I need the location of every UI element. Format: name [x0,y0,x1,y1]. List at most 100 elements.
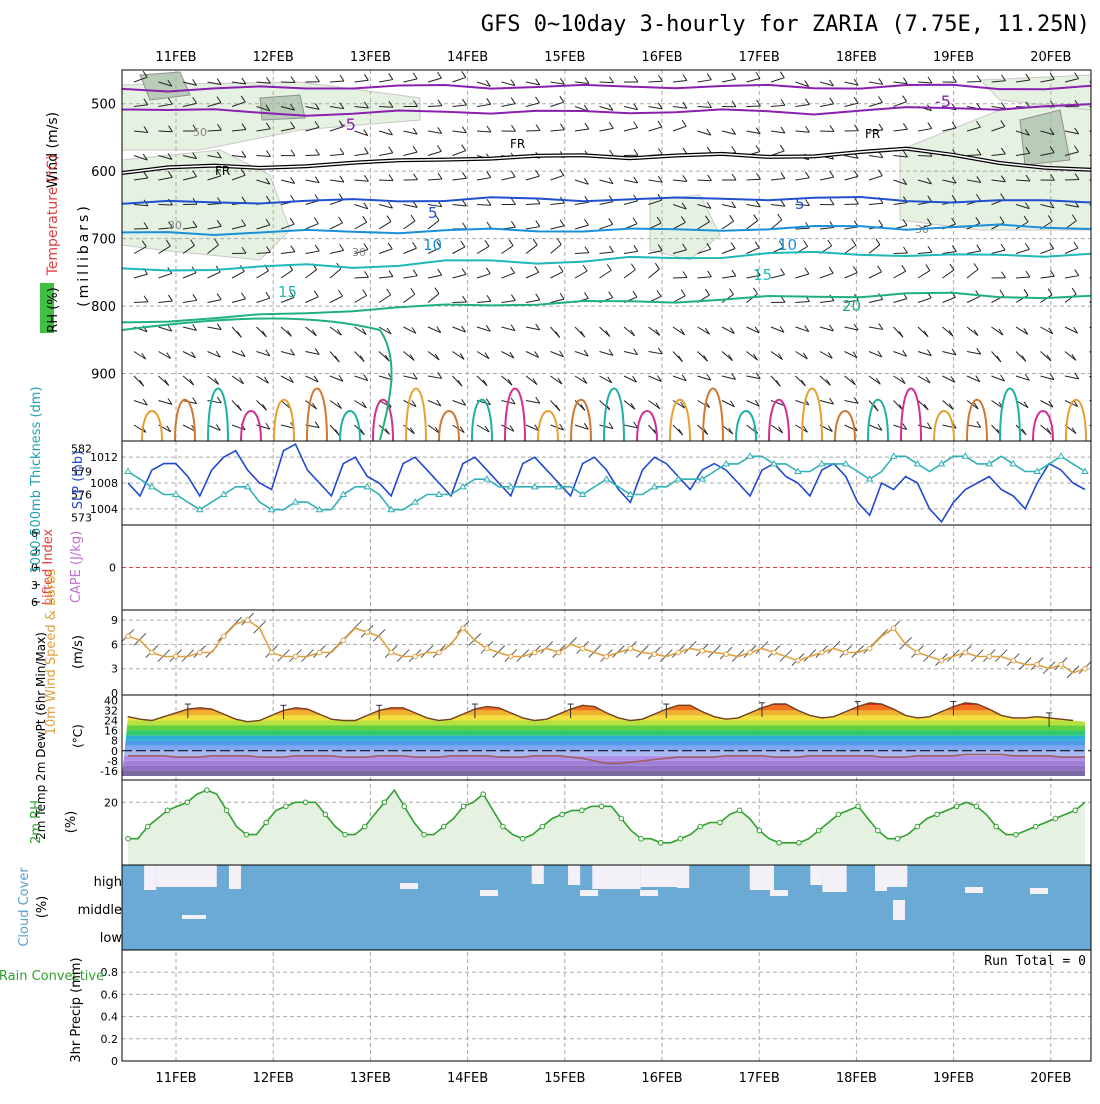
temp-band [122,771,1085,776]
date-label-bottom: 13FEB [350,1071,391,1086]
wind-speed-line-marker [293,654,298,659]
cloud-high-clear [822,865,846,892]
slp-right-tick: 1012 [90,451,118,464]
date-label-top: 12FEB [253,50,294,65]
rh-line-marker [520,836,525,841]
temp-band [122,726,1085,731]
label-minus5-lower: -5 [340,115,356,134]
temp-band [122,699,1085,705]
cloud-high-clear [144,865,156,890]
rh-line-marker [145,824,150,829]
rh-line-marker [915,824,920,829]
rh-line-marker [461,804,466,809]
cape-ylabel-right: CAPE (J/kg) [69,531,84,603]
label-ten-1: 10 [423,236,442,254]
wind-speed-line-marker [987,654,992,659]
wind-speed-line-marker [317,650,322,655]
label-twenty: 20 [842,297,861,315]
label-fifteen-2: 15 [753,266,772,284]
date-label-top: 15FEB [544,50,585,65]
label-rh30-3: 30 [915,223,929,236]
label-fr-3: FR [865,127,880,141]
cloud-high-clear [480,890,498,896]
wind-speed-line-marker [365,630,370,635]
wind-speed-line-marker [221,634,226,639]
wind-speed-line-marker [652,652,657,657]
rh-line-marker [599,804,604,809]
cloud-high-clear [156,865,217,887]
wind-speed-line-marker [1059,662,1064,667]
wind-speed-line-marker [389,650,394,655]
wind-speed-line-marker [676,650,681,655]
wind-speed-line-marker [843,650,848,655]
wind-speed-line-marker [867,646,872,651]
rh-line-marker [1073,808,1078,813]
wind-speed-line-marker [197,650,202,655]
date-label-bottom: 15FEB [544,1071,585,1086]
cloud-level-middle: middle [78,903,122,918]
wind-speed-line-marker [556,650,561,655]
temp-band [122,731,1085,736]
rh-area [128,790,1085,865]
rh-line-marker [362,824,367,829]
rh-tick: 20 [104,796,118,809]
rh-line-marker [224,808,229,813]
rh-line-marker [264,820,269,825]
wind-speed-line-marker [509,654,514,659]
wind-barb [995,650,1007,662]
rh-line-marker [737,808,742,813]
date-label-bottom: 14FEB [447,1071,488,1086]
cloud-high-clear [640,890,658,896]
upper-ytick: 700 [91,233,116,248]
wind-barb [254,621,266,633]
rh-line-marker [323,812,328,817]
rh-line-marker [678,836,683,841]
wind-speed-line-marker [891,626,896,631]
rh-line-marker [402,804,407,809]
thickness-line-marker [125,469,131,474]
cloud-ylabel-right: (%) [35,896,50,919]
temp-ylabel-right: (°C) [71,724,85,748]
date-label-top: 18FEB [836,50,877,65]
date-label-bottom: 12FEB [253,1071,294,1086]
label-five-1: 5 [428,204,438,222]
wind-speed-line [128,620,1085,673]
cape-right-tick: 0 [109,562,116,575]
rh-line-marker [501,824,506,829]
precip-ylabel-left: Total / Rain Convective [0,969,104,984]
temp-band [122,746,1085,751]
wind-speed-line-marker [628,646,633,651]
precip-tick: 0.6 [101,988,119,1001]
wind-speed-line-marker [532,650,537,655]
rh-line-marker [639,836,644,841]
date-label-bottom: 18FEB [836,1071,877,1086]
cloud-high-clear [677,865,689,888]
cloud-level-high: high [94,875,122,890]
wind-speed-line-marker [485,646,490,651]
temp-band [122,766,1085,771]
rh-line-marker [1053,816,1058,821]
upper-ylabel-rh: RH (%) [46,287,61,332]
cape-tick: 6 [31,596,38,609]
cloud-mid-clear [893,900,905,920]
label-fifteen-1: 15 [278,283,297,301]
cloud-high-clear [592,865,640,889]
rh-line-marker [954,804,959,809]
rh-line-marker [126,836,131,841]
panel-frame-wind [122,610,1091,695]
precip-tick: 0 [111,1055,118,1068]
wind-barb [421,646,433,658]
wind-speed-line-marker [1011,658,1016,663]
rh-line-marker [284,804,289,809]
rh-line-marker [777,840,782,845]
cloud-mid-clear [182,915,206,919]
precip-run-total: Run Total = 0 [984,954,1086,969]
precip-tick: 0.2 [101,1033,119,1046]
wind-tick: 6 [111,638,118,651]
date-label-top: 20FEB [1030,50,1071,65]
wind-barb [541,641,553,653]
label-fr-2: FR [510,137,525,151]
date-label-bottom: 20FEB [1030,1071,1071,1086]
cloud-high-clear [229,865,241,889]
